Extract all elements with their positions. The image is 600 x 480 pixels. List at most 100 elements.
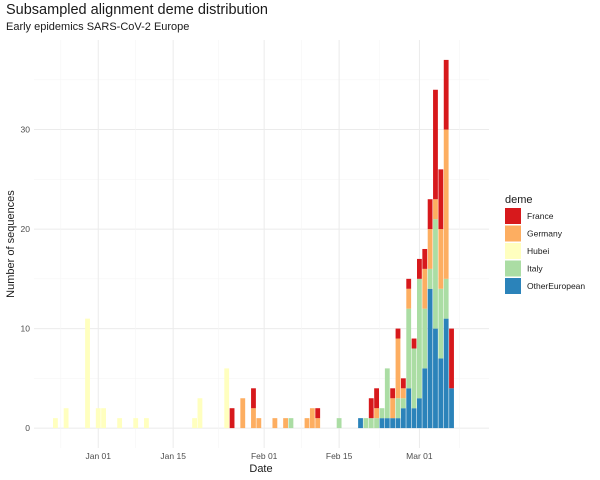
bar-segment-hubei bbox=[101, 408, 106, 429]
bar-segment-france bbox=[368, 398, 374, 419]
bar-segment-othereuropean bbox=[417, 398, 422, 429]
bar-segment-italy bbox=[374, 418, 379, 429]
y-tick-label: 30 bbox=[21, 125, 31, 135]
legend-label: Italy bbox=[527, 264, 543, 274]
bar-segment-hubei bbox=[85, 318, 90, 429]
y-tick-label: 0 bbox=[25, 423, 30, 433]
bar-segment-germany bbox=[304, 418, 310, 429]
legend-key-othereuropean bbox=[505, 278, 521, 294]
bar-segment-othereuropean bbox=[384, 418, 390, 429]
legend-label: OtherEuropean bbox=[527, 281, 585, 291]
bar-segment-othereuropean bbox=[390, 418, 396, 429]
bar-segment-italy bbox=[288, 418, 294, 429]
bar-segment-france bbox=[390, 388, 396, 399]
bar-segment-germany bbox=[443, 129, 449, 279]
x-axis-title: Date bbox=[249, 463, 272, 475]
bar-segment-italy bbox=[443, 278, 449, 319]
bar-segment-germany bbox=[400, 388, 406, 399]
y-tick-label: 20 bbox=[21, 224, 31, 234]
bar-segment-germany bbox=[427, 229, 433, 269]
bar-segment-hubei bbox=[133, 418, 139, 429]
legend-key-italy bbox=[505, 260, 521, 277]
legend-title: deme bbox=[505, 194, 533, 206]
legend-label: Hubei bbox=[527, 246, 549, 256]
bar-segment-france bbox=[443, 59, 449, 130]
bar-segment-germany bbox=[315, 418, 321, 429]
bar-segment-germany bbox=[438, 229, 444, 289]
bar-segment-hubei bbox=[63, 408, 69, 429]
x-tick-label: Mar 01 bbox=[406, 451, 433, 461]
bar-segment-france bbox=[433, 89, 438, 200]
bar-segment-italy bbox=[336, 418, 342, 429]
bar-segment-france bbox=[229, 408, 235, 429]
bar-segment-france bbox=[422, 248, 428, 269]
bar-segment-hubei bbox=[224, 368, 230, 429]
y-axis: 0 10 20 30 bbox=[21, 125, 31, 434]
bar-segment-italy bbox=[395, 398, 401, 419]
bar-segment-othereuropean bbox=[422, 368, 428, 429]
bar-segment-germany bbox=[395, 338, 401, 399]
bar-segment-france bbox=[406, 278, 412, 289]
bar-segment-italy bbox=[379, 408, 385, 419]
bar-segment-hubei bbox=[197, 398, 203, 429]
bar-segment-france bbox=[315, 408, 321, 419]
bar-segment-othereuropean bbox=[379, 418, 385, 429]
bar-segment-italy bbox=[406, 308, 412, 389]
bar-segment-italy bbox=[368, 418, 374, 429]
bar-segment-france bbox=[427, 199, 433, 230]
legend-key-hubei bbox=[505, 243, 521, 259]
bar-segment-italy bbox=[384, 368, 390, 419]
legend-key-france bbox=[505, 208, 521, 224]
bar-segment-hubei bbox=[95, 408, 101, 429]
bar-segment-hubei bbox=[117, 418, 123, 429]
y-axis-title: Number of sequences bbox=[5, 190, 17, 298]
bar-segment-germany bbox=[256, 418, 262, 429]
bar-segment-germany bbox=[272, 418, 278, 429]
bar-segment-othereuropean bbox=[358, 418, 363, 429]
bars bbox=[53, 59, 454, 429]
legend-label: France bbox=[527, 211, 554, 221]
bar-segment-germany bbox=[433, 199, 438, 220]
bar-segment-france bbox=[251, 388, 256, 409]
x-tick-label: Feb 01 bbox=[251, 451, 278, 461]
bar-segment-germany bbox=[422, 268, 428, 309]
legend-label: Germany bbox=[527, 229, 563, 239]
bar-segment-france bbox=[395, 328, 401, 339]
bar-segment-germany bbox=[309, 408, 315, 429]
bar-segment-othereuropean bbox=[438, 358, 444, 429]
bar-segment-othereuropean bbox=[433, 328, 438, 429]
bar-segment-italy bbox=[363, 418, 369, 429]
bar-segment-germany bbox=[406, 288, 412, 309]
bar-segment-france bbox=[449, 328, 454, 389]
bar-segment-othereuropean bbox=[411, 408, 417, 429]
bar-segment-france bbox=[411, 338, 417, 349]
bar-segment-othereuropean bbox=[449, 388, 454, 429]
bar-segment-germany bbox=[251, 408, 256, 429]
bar-segment-othereuropean bbox=[443, 318, 449, 429]
x-tick-label: Jan 15 bbox=[160, 451, 186, 461]
x-axis: Jan 01 Jan 15 Feb 01 Feb 15 Mar 01 bbox=[85, 451, 432, 461]
bar-segment-france bbox=[374, 388, 379, 409]
bar-segment-othereuropean bbox=[395, 418, 401, 429]
bar-segment-italy bbox=[433, 219, 438, 329]
bar-segment-france bbox=[417, 258, 422, 279]
bar-segment-germany bbox=[240, 398, 246, 429]
bar-segment-italy bbox=[427, 268, 433, 289]
bar-segment-italy bbox=[438, 288, 444, 359]
bar-segment-germany bbox=[283, 418, 288, 429]
legend-key-germany bbox=[505, 225, 521, 242]
x-tick-label: Jan 01 bbox=[85, 451, 111, 461]
bar-segment-italy bbox=[400, 398, 406, 409]
bar-segment-othereuropean bbox=[400, 408, 406, 429]
bar-segment-hubei bbox=[53, 418, 58, 429]
bar-segment-hubei bbox=[192, 418, 197, 429]
bar-segment-italy bbox=[422, 308, 428, 369]
bar-segment-othereuropean bbox=[427, 288, 433, 429]
bar-segment-italy bbox=[417, 278, 422, 399]
bar-segment-germany bbox=[374, 408, 379, 419]
chart-subtitle: Early epidemics SARS-CoV-2 Europe bbox=[6, 21, 190, 33]
bar-segment-germany bbox=[390, 398, 396, 419]
bar-segment-hubei bbox=[144, 418, 149, 429]
chart-title: Subsampled alignment deme distribution bbox=[6, 2, 268, 18]
